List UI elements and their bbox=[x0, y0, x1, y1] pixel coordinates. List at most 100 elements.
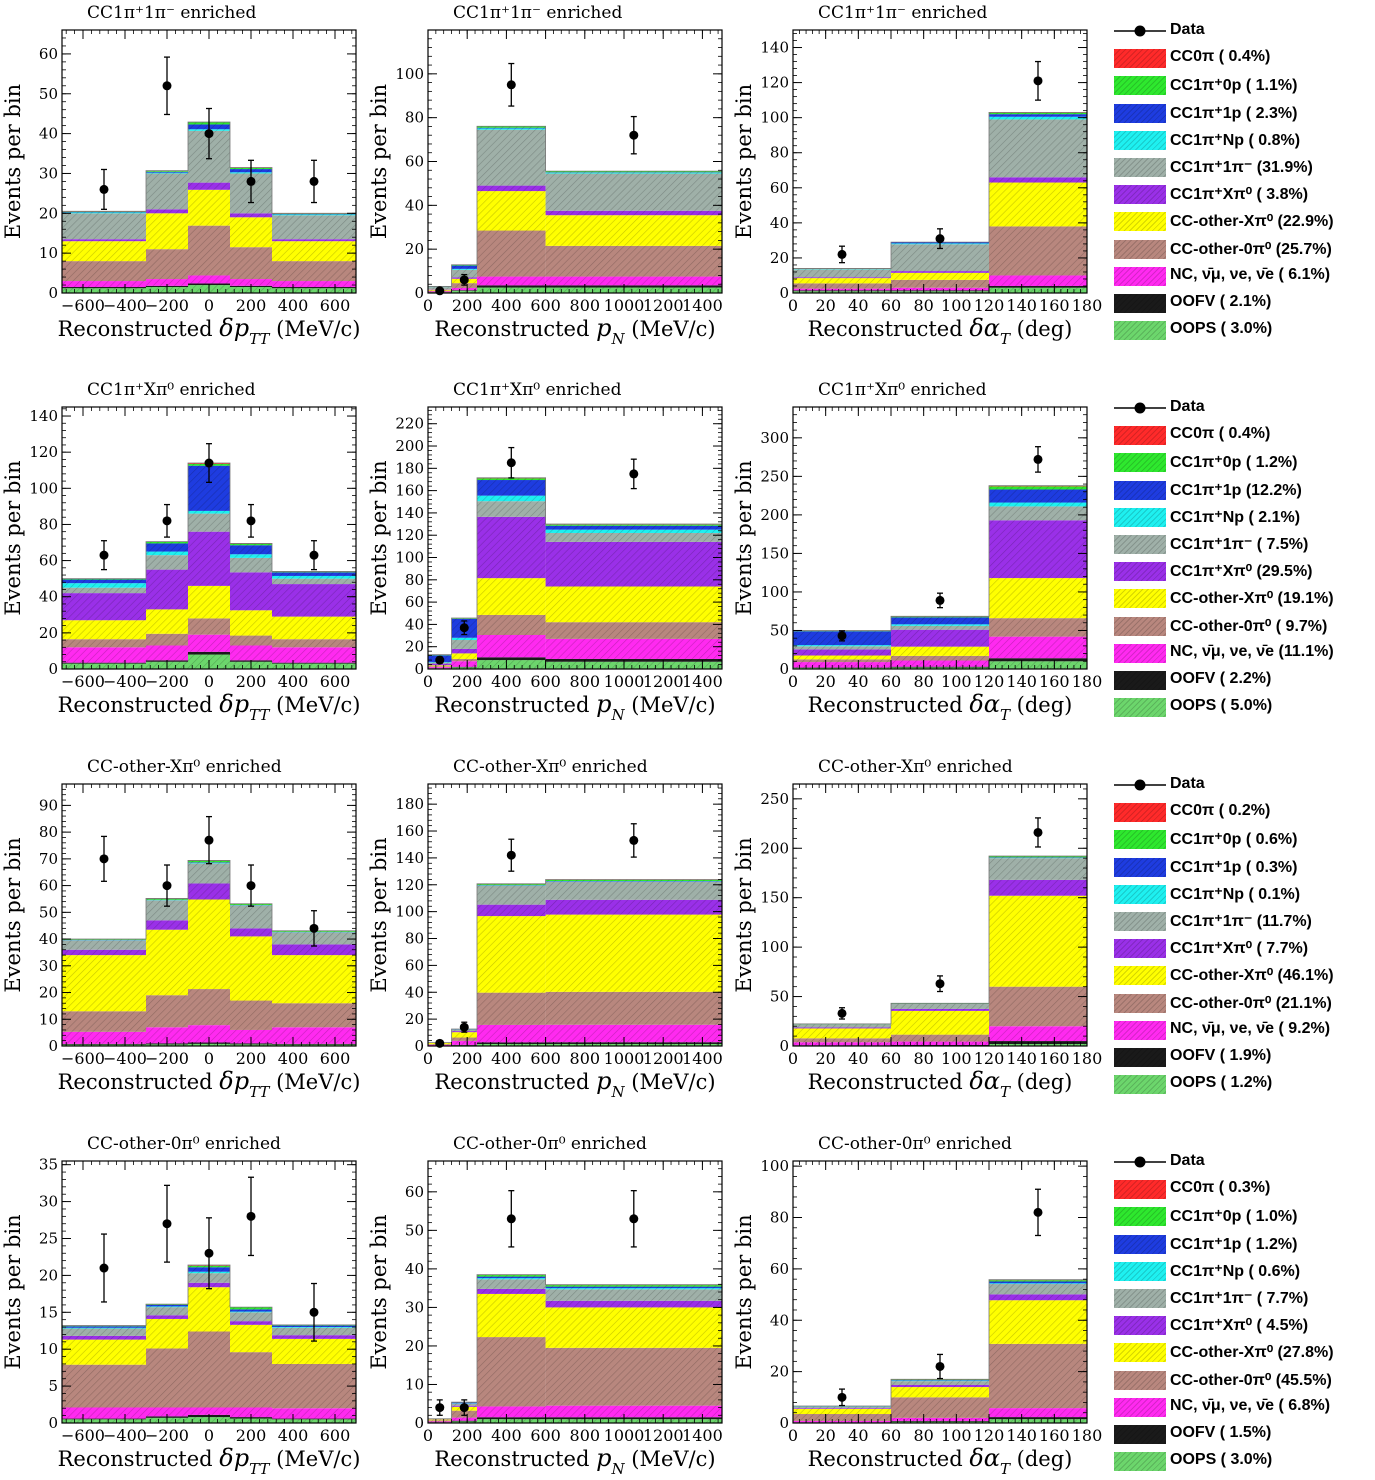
plot-frame bbox=[792, 783, 1088, 1047]
legend-label: CC1π⁺1p (12.2%) bbox=[1170, 481, 1302, 499]
bar-hatch-NC-bin-1 bbox=[793, 662, 891, 668]
bar-hatch-CCotherXpi0-bin-1 bbox=[62, 620, 146, 640]
bar-hatch-NC-bin-5 bbox=[272, 1408, 356, 1419]
bar-hatch-CC1pi1pim-bin-3 bbox=[989, 858, 1087, 880]
x-tick-label: −400 bbox=[103, 1049, 147, 1068]
x-tick-label: 100 bbox=[941, 296, 972, 315]
bar-hatch-OOPS-bin-3 bbox=[477, 1043, 546, 1046]
legend-swatch bbox=[1114, 426, 1166, 446]
bar-hatch-CC1piXpi0-bin-4 bbox=[545, 1300, 722, 1308]
legend-swatch bbox=[1114, 589, 1166, 609]
bar-hatch-CCother0pi0-bin-1 bbox=[793, 659, 891, 663]
legend-swatch bbox=[1114, 671, 1166, 690]
legend-label: CC-other-Xπ⁰ (27.8%) bbox=[1170, 1344, 1334, 1362]
legend-label: OOPS ( 5.0%) bbox=[1170, 697, 1273, 715]
x-tick-label: 60 bbox=[881, 1426, 901, 1445]
bar-hatch-NC-bin-4 bbox=[230, 645, 272, 661]
y-axis-label: Events per bin bbox=[1, 84, 25, 239]
bar-hatch-CC1piNp-bin-2 bbox=[451, 268, 477, 270]
x-tick-label: 60 bbox=[881, 296, 901, 315]
chart-title: CC-other-0π⁰ enriched bbox=[87, 1134, 281, 1154]
bar-hatch-OOFV-bin-1 bbox=[62, 662, 146, 664]
data-point bbox=[506, 850, 516, 860]
y-tick-label: 140 bbox=[395, 849, 424, 867]
chart-title: CC1π⁺1π⁻ enriched bbox=[818, 3, 987, 23]
legend-label: NC, ν̄μ, νe, ν̄e (11.1%) bbox=[1170, 642, 1334, 660]
bar-hatch-NC-bin-4 bbox=[545, 1024, 722, 1043]
x-tick-label: 600 bbox=[530, 1426, 561, 1445]
data-point bbox=[506, 1214, 516, 1224]
legend-CC1piXpi0: Data CC0π ( 0.4%) CC1π⁺0p ( 1.2%) CC1π⁺1p (… bbox=[1108, 397, 1370, 718]
bar-hatch-NC-bin-3 bbox=[989, 1408, 1087, 1418]
bar-hatch-CCother0pi0-bin-3 bbox=[188, 989, 230, 1026]
bar-hatch-OOPS-bin-2 bbox=[451, 667, 477, 669]
data-point bbox=[309, 176, 319, 186]
y-axis-label: Events per bin bbox=[367, 1214, 391, 1369]
bar-hatch-CCotherXpi0-bin-4 bbox=[230, 936, 272, 1001]
x-tick-label: 600 bbox=[320, 296, 351, 315]
data-point bbox=[629, 835, 639, 845]
bar-hatch-CC1pi1pim-bin-4 bbox=[545, 881, 722, 900]
x-tick-label: 1000 bbox=[604, 672, 645, 691]
y-tick-label: 40 bbox=[770, 214, 789, 232]
bar-hatch-CC1pi1pim-bin-4 bbox=[230, 905, 272, 929]
bar-hatch-CCother0pi0-bin-4 bbox=[545, 622, 722, 639]
legend-label: Data bbox=[1170, 775, 1205, 792]
legend-swatch bbox=[1114, 535, 1166, 554]
legend-entry-CC1pi0p: CC1π⁺0p ( 1.2%) bbox=[1108, 451, 1370, 473]
bar-hatch-CCotherXpi0-bin-3 bbox=[989, 1300, 1087, 1344]
legend-entry-CC1piXpi0: CC1π⁺Xπ⁰ (29.5%) bbox=[1108, 560, 1370, 582]
legend-swatch bbox=[1114, 294, 1166, 313]
legend-entry-CC1piNp: CC1π⁺Np ( 0.6%) bbox=[1108, 1260, 1370, 1282]
legend-label: CC1π⁺1p ( 0.3%) bbox=[1170, 858, 1298, 876]
chart-title: CC1π⁺Xπ⁰ enriched bbox=[818, 380, 987, 400]
bar-hatch-CCother0pi0-bin-3 bbox=[989, 618, 1087, 637]
y-tick-label: 200 bbox=[395, 437, 424, 455]
x-tick-label: −200 bbox=[145, 1426, 189, 1445]
y-tick-label: 300 bbox=[760, 429, 789, 447]
legend-swatch bbox=[1114, 1316, 1166, 1336]
bar-hatch-CCotherXpi0-bin-2 bbox=[146, 213, 188, 250]
legend-label: NC, ν̄μ, νe, ν̄e ( 6.8%) bbox=[1170, 1396, 1331, 1414]
legend-label: CC1π⁺Xπ⁰ ( 4.5%) bbox=[1170, 1317, 1309, 1335]
bar-hatch-CCotherXpi0-bin-2 bbox=[891, 646, 989, 656]
data-point bbox=[1033, 827, 1043, 837]
bar-hatch-CC1piNp-bin-1 bbox=[62, 1327, 146, 1329]
total-outline bbox=[427, 125, 722, 293]
data-point bbox=[629, 130, 639, 140]
legend-label: Data bbox=[1170, 398, 1205, 415]
bar-hatch-NC-bin-3 bbox=[477, 1406, 546, 1418]
bar-hatch-OOPS-bin-2 bbox=[891, 667, 989, 669]
x-tick-label: 400 bbox=[491, 1049, 522, 1068]
bar-hatch-CC1piNp-bin-2 bbox=[891, 624, 989, 626]
bar-hatch-CC1piNp-bin-5 bbox=[272, 575, 356, 579]
x-tick-label: 200 bbox=[452, 672, 483, 691]
legend-entry-data: Data bbox=[1108, 397, 1370, 419]
y-tick-label: 70 bbox=[39, 850, 58, 868]
legend-data-marker bbox=[1114, 1156, 1166, 1168]
bar-hatch-NC-bin-2 bbox=[891, 1041, 989, 1046]
y-tick-label: 0 bbox=[414, 284, 424, 302]
bar-hatch-CCotherXpi0-bin-1 bbox=[428, 665, 452, 667]
bar-hatch-CC1piNp-bin-1 bbox=[793, 645, 891, 647]
legend-entry-CCotherXpi0: CC-other-Xπ⁰ (27.8%) bbox=[1108, 1341, 1370, 1363]
bar-hatch-CCotherXpi0-bin-1 bbox=[793, 1408, 891, 1415]
legend-label: CC-other-0π⁰ ( 9.7%) bbox=[1170, 617, 1328, 635]
legend-label: CC1π⁺0p ( 1.1%) bbox=[1170, 77, 1298, 95]
bar-hatch-NC-bin-2 bbox=[146, 645, 188, 661]
bar-hatch-OOFV-bin-1 bbox=[62, 1418, 146, 1420]
bar-hatch-CC1pi1pim-bin-2 bbox=[451, 640, 477, 649]
bar-hatch-CCother0pi0-bin-2 bbox=[451, 658, 477, 662]
bar-hatch-CC1piXpi0-bin-3 bbox=[477, 904, 546, 917]
x-tick-label: 0 bbox=[204, 672, 214, 691]
bar-hatch-OOPS-bin-1 bbox=[62, 288, 146, 293]
bar-hatch-CCotherXpi0-bin-2 bbox=[146, 609, 188, 634]
x-tick-label: −400 bbox=[103, 672, 147, 691]
data-point bbox=[459, 1022, 469, 1032]
bar-hatch-CCother0pi0-bin-4 bbox=[545, 245, 722, 277]
bar-hatch-OOFV-bin-1 bbox=[62, 287, 146, 289]
bar-hatch-CCotherXpi0-bin-3 bbox=[989, 578, 1087, 619]
y-tick-label: 25 bbox=[39, 1229, 58, 1247]
